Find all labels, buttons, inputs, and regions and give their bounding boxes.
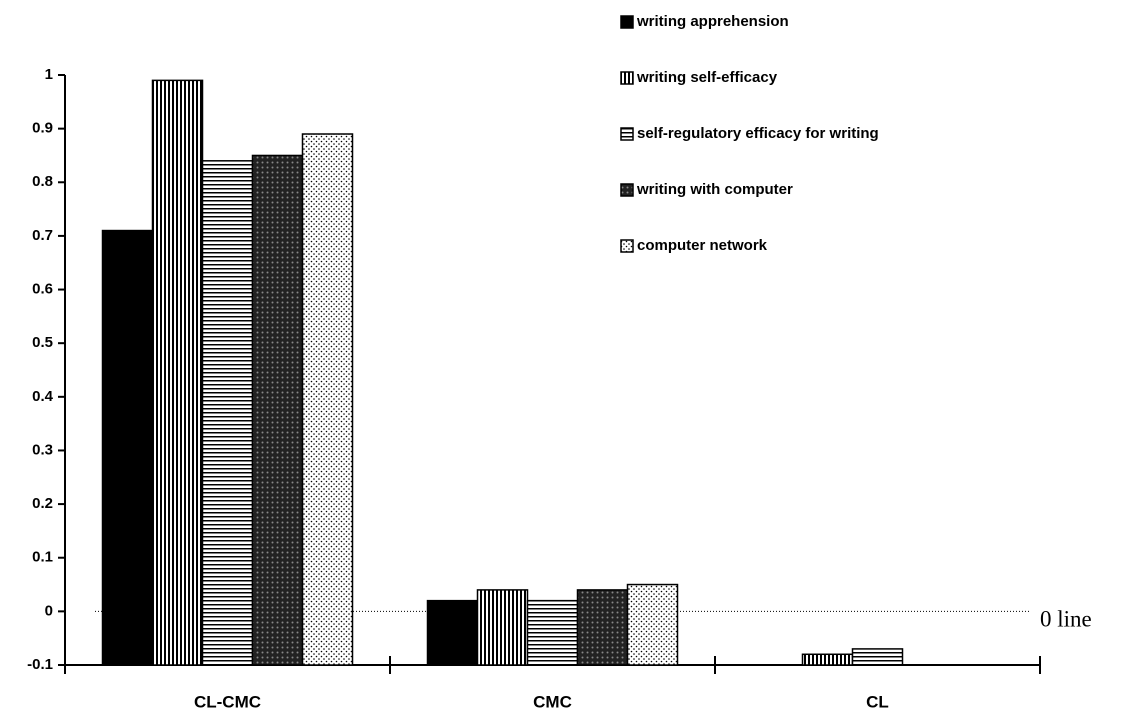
y-tick-label: 0.9 xyxy=(32,120,53,137)
y-tick-label: 0.5 xyxy=(32,334,53,351)
y-tick-label: 0.6 xyxy=(32,281,53,298)
y-tick-label: 0 xyxy=(45,602,53,619)
y-tick-label: 0.8 xyxy=(32,173,53,190)
y-tick-label: 0.7 xyxy=(32,227,53,244)
y-tick-label: 1 xyxy=(45,66,53,83)
legend-swatch xyxy=(620,127,634,141)
legend-label: writing with computer xyxy=(636,181,793,198)
annotation: 0 line xyxy=(1040,607,1092,632)
legend-label: writing self-efficacy xyxy=(636,69,778,86)
legend-swatch xyxy=(620,15,634,29)
y-tick-label: -0.1 xyxy=(27,656,53,673)
bar xyxy=(151,79,204,666)
y-tick-label: 0.1 xyxy=(32,549,53,566)
bar xyxy=(101,229,154,666)
legend-label: self-regulatory efficacy for writing xyxy=(637,125,879,142)
x-tick-label: CMC xyxy=(533,692,572,711)
bar xyxy=(251,154,304,666)
legend-label: computer network xyxy=(637,237,768,254)
bar xyxy=(201,160,254,666)
legend-label: writing apprehension xyxy=(636,13,789,30)
y-tick-label: 0.4 xyxy=(32,388,54,405)
legend-swatch xyxy=(620,71,634,85)
legend-swatch xyxy=(620,239,634,253)
x-tick-label: CL xyxy=(866,692,889,711)
bar xyxy=(801,653,854,666)
bar xyxy=(476,589,529,666)
y-tick-label: 0.2 xyxy=(32,495,53,512)
bar xyxy=(626,583,679,666)
bar xyxy=(576,589,629,666)
bar xyxy=(301,133,354,666)
x-tick-label: CL-CMC xyxy=(194,692,261,711)
bar xyxy=(426,599,479,666)
legend-swatch xyxy=(620,183,634,197)
y-tick-label: 0.3 xyxy=(32,441,53,458)
bar xyxy=(851,648,904,666)
bar xyxy=(526,599,579,666)
